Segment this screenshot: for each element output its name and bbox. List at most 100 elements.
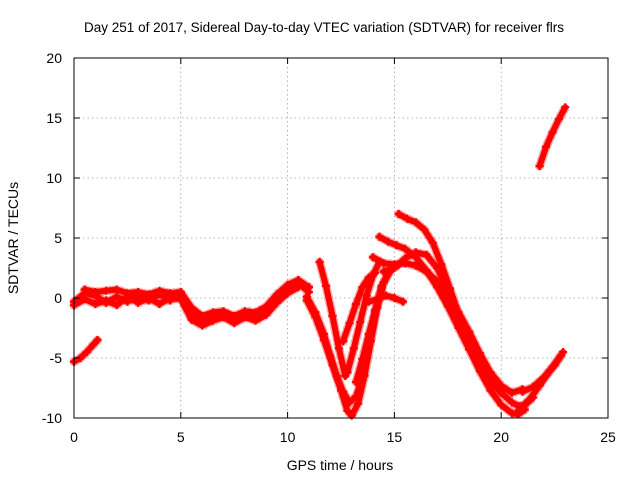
data-point-arc-crest-c (379, 259, 388, 268)
data-point-arc-tail-rise-b (524, 396, 533, 404)
data-point-arc-baseline-c (80, 285, 89, 294)
data-point-arc-crest-a (437, 260, 446, 269)
data-point-arc-baseline-b (198, 321, 207, 330)
y-axis-label: SDTVAR / TECUs (5, 182, 21, 294)
data-point-arc-rise-c (351, 378, 360, 386)
data-point-arc-dip-b (345, 398, 354, 407)
data-point-arc-crest-b (507, 409, 516, 418)
data-point-arc-rise-b (358, 283, 367, 292)
data-point-arc-dip-b (311, 308, 320, 317)
data-point-arc-baseline-b (262, 310, 271, 319)
data-point-arc-rise-a (356, 318, 365, 326)
data-point-arc-baseline-b (187, 315, 196, 324)
data-point-arc-dip-b (326, 351, 335, 360)
series-arc-crest-d (380, 249, 505, 396)
data-point-arc-early-low (89, 340, 98, 349)
data-point-arc-baseline-c (262, 302, 271, 311)
data-point-arc-dip-c (315, 258, 324, 266)
data-point-arc-rise-b (345, 319, 354, 328)
data-point-arc-crest-c (497, 381, 506, 390)
data-point-arc-crest-d (465, 339, 474, 348)
data-point-arc-shelf (381, 291, 390, 300)
data-point-arc-crest-d (411, 248, 420, 257)
data-point-arc-baseline-c (230, 312, 239, 320)
x-tick-label: 5 (177, 429, 185, 445)
data-point-arc-baseline-c (134, 288, 143, 296)
x-tick-label: 15 (387, 429, 403, 445)
series-arc-crest-a-markers (394, 209, 538, 411)
data-point-arc-baseline-c (155, 286, 164, 295)
data-point-arc-baseline-c (187, 303, 196, 312)
data-point-arc-crest-d (422, 250, 431, 259)
data-point-arc-crest-d (379, 267, 388, 276)
data-point-arc-rise-b (364, 273, 373, 282)
data-point-arc-shelf (390, 294, 399, 302)
data-point-arc-early-low (93, 336, 102, 344)
data-point-arc-late-high (554, 115, 563, 124)
data-point-arc-baseline-c (91, 288, 100, 296)
x-axis-label: GPS time / hours (287, 457, 394, 473)
data-point-arc-crest-d (390, 264, 399, 272)
data-point-arc-baseline-a (112, 292, 121, 301)
data-point-arc-late-high (535, 162, 544, 170)
axis-ticks: 0 5 10 15 20 25 -10 -5 0 5 10 15 20 (42, 50, 616, 445)
data-point-arc-dip-c (334, 344, 343, 353)
data-point-arc-baseline-c (208, 308, 217, 317)
data-point-arc-baseline-c (176, 288, 185, 296)
data-point-arc-baseline-c (102, 286, 111, 295)
y-tick-label: -10 (42, 410, 62, 426)
data-point-arc-crest-c (411, 261, 420, 270)
data-point-arc-rise-c (371, 306, 380, 314)
data-point-arc-late-high (542, 142, 551, 151)
data-point-arc-baseline-b (230, 319, 239, 328)
data-point-arc-crest-b (383, 237, 392, 246)
data-point-arc-baseline-c (240, 307, 249, 316)
data-point-arc-baseline-b (112, 301, 121, 310)
data-point-arc-early-low (82, 348, 91, 356)
data-point-arc-crest-a (403, 214, 412, 223)
data-point-arc-crest-a (507, 398, 516, 407)
data-point-arc-crest-b (443, 302, 452, 311)
data-point-arc-crest-d (497, 388, 506, 397)
data-point-arc-baseline-c (251, 308, 260, 317)
data-point-arc-crest-b (497, 400, 506, 409)
data-point-arc-crest-b (392, 241, 401, 250)
x-tick-label: 25 (600, 429, 616, 445)
data-point-arc-rise-c (358, 355, 367, 364)
data-point-arc-rise-a (349, 344, 358, 353)
series-arc-baseline-b-markers (69, 282, 303, 331)
data-point-arc-crest-d (443, 285, 452, 294)
data-point-arc-crest-a (428, 238, 437, 247)
series-arc-baseline-b (71, 284, 302, 329)
x-tick-label: 0 (70, 429, 78, 445)
data-point-arc-crest-a (411, 218, 420, 227)
data-point-arc-tail-rise-b (514, 406, 523, 415)
data-point-arc-baseline-b (272, 298, 281, 307)
data-point-arc-baseline-b (283, 289, 292, 298)
data-point-arc-crest-d (433, 264, 442, 272)
data-point-arc-crest-d (401, 254, 410, 263)
data-point-arc-baseline-b (91, 300, 100, 308)
data-point-arc-shelf (398, 297, 407, 306)
data-point-arc-crest-a (420, 225, 429, 234)
data-point-arc-crest-c (433, 277, 442, 286)
data-point-arc-rise-c (377, 284, 386, 293)
data-point-arc-baseline-b (134, 298, 143, 307)
data-point-arc-baseline-b (102, 296, 111, 305)
data-point-arc-rise-c (364, 330, 373, 338)
data-point-arc-tail-rise-b (535, 381, 544, 390)
data-point-arc-crest-c (422, 267, 431, 276)
data-point-arc-crest-b (401, 244, 410, 253)
data-point-arc-crest-d (475, 361, 484, 370)
data-point-arc-tail-rise-b (557, 351, 566, 360)
series-arc-baseline-c-markers (80, 275, 314, 321)
data-point-arc-rise-b (371, 268, 380, 277)
data-point-arc-baseline-c (166, 289, 175, 298)
data-point-arc-dip-c (328, 312, 337, 320)
grid-lines (74, 58, 608, 418)
x-tick-label: 20 (493, 429, 509, 445)
data-series-layer (69, 102, 570, 421)
data-point-arc-baseline-c (123, 289, 132, 298)
data-point-arc-dip-b (332, 372, 341, 380)
data-point-arc-baseline-c (283, 280, 292, 289)
